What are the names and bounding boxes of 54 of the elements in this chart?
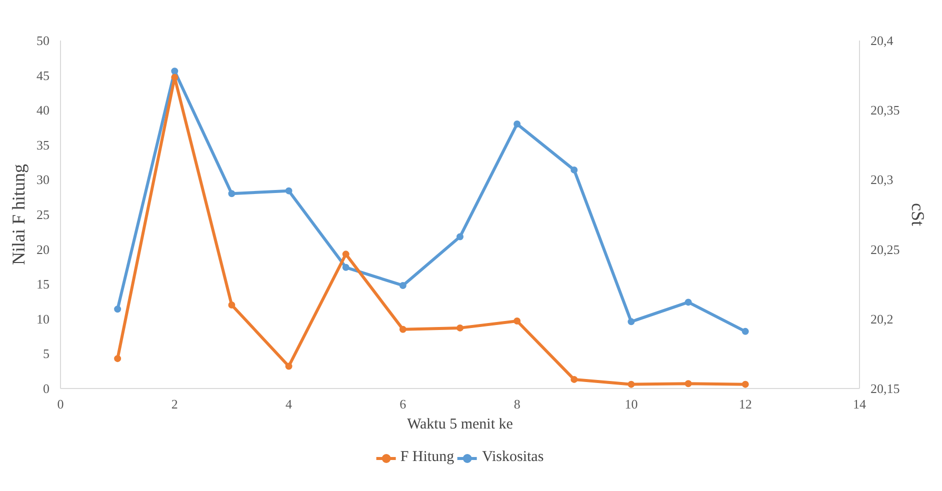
point — [285, 187, 292, 194]
x-tick-label: 14 — [853, 396, 866, 412]
point — [399, 326, 406, 333]
y-tick-label: 20 — [36, 242, 50, 257]
legend-label: F Hitung — [400, 449, 454, 466]
x-tick-label: 6 — [400, 396, 407, 412]
x-tick-label: 2 — [171, 396, 178, 412]
y2-axis-title: cSt — [908, 203, 928, 226]
point — [628, 318, 635, 326]
point — [171, 74, 178, 81]
y-tick-label: 35 — [36, 137, 50, 152]
point — [628, 380, 635, 388]
y2-tick-label: 20,2 — [870, 311, 894, 326]
y-tick-label: 0 — [43, 381, 50, 396]
legend-label: Viskositas — [482, 449, 544, 466]
x-tick-label: 8 — [514, 396, 520, 412]
point — [114, 355, 122, 362]
y-tick-label: 45 — [36, 68, 50, 83]
y-axis-title: Nilai F hitung — [8, 164, 28, 265]
x-tick-label: 12 — [738, 396, 752, 412]
point — [514, 120, 521, 128]
point — [228, 301, 236, 308]
y-tick-label: 25 — [36, 207, 50, 222]
y-tick-label: 30 — [36, 172, 50, 188]
point — [285, 362, 292, 370]
point — [114, 306, 122, 313]
y2-tick-label: 20,4 — [870, 33, 894, 48]
y2-tick-label: 20,35 — [870, 102, 900, 118]
x-axis-title: Waktu 5 menit ke — [407, 416, 514, 432]
point — [399, 282, 406, 289]
x-tick-label: 10 — [624, 396, 638, 412]
point — [514, 317, 521, 324]
point — [684, 298, 692, 306]
point — [456, 324, 464, 332]
y-tick-label: 5 — [43, 346, 50, 362]
y-tick-label: 40 — [36, 102, 50, 118]
y2-tick-label: 20,25 — [870, 242, 900, 257]
point — [570, 376, 578, 383]
x-tick-label: 0 — [57, 396, 64, 412]
y-tick-label: 50 — [36, 33, 50, 48]
point — [342, 264, 350, 271]
point — [684, 380, 692, 388]
point — [342, 250, 350, 258]
y2-tick-label: 20,15 — [870, 381, 900, 396]
y2-tick-label: 20,3 — [870, 172, 894, 188]
point — [171, 68, 178, 75]
x-tick-label: 4 — [286, 396, 293, 412]
point — [570, 166, 578, 174]
point — [742, 328, 749, 335]
y-tick-label: 10 — [36, 311, 50, 326]
point — [228, 190, 236, 198]
y-tick-label: 15 — [36, 276, 50, 292]
point — [742, 380, 749, 388]
point — [456, 233, 464, 240]
